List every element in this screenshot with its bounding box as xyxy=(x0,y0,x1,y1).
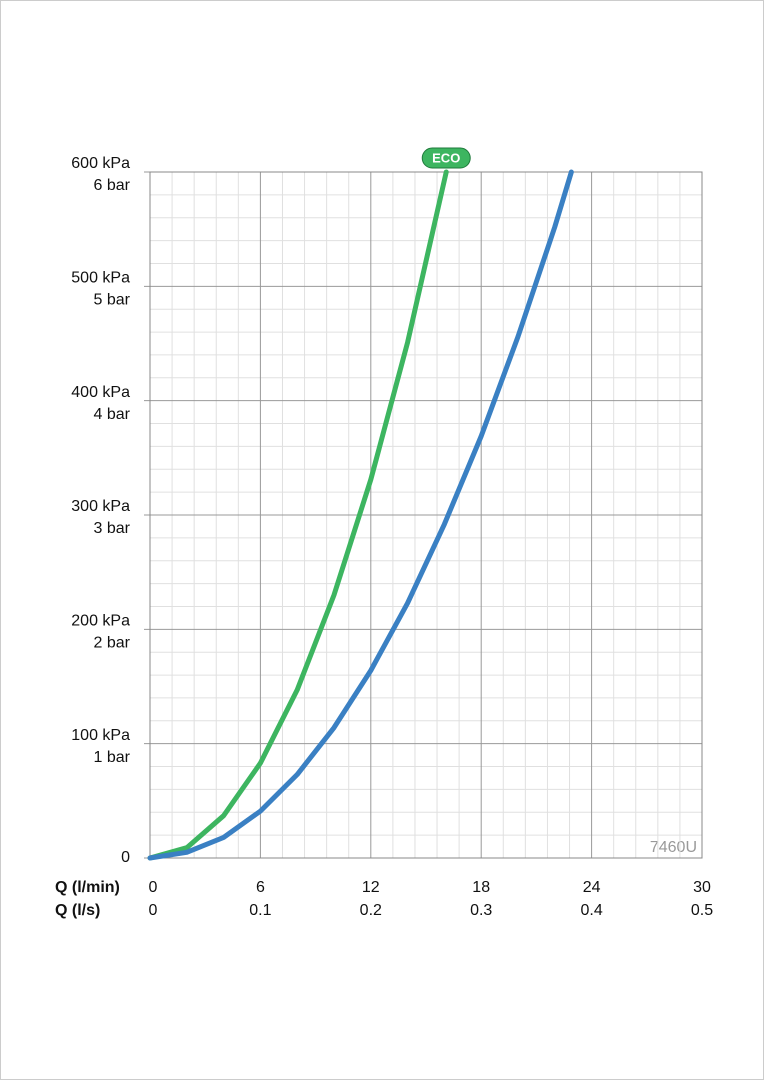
x-tick-label: 30 xyxy=(693,879,711,896)
y-tick-sublabel: 2 bar xyxy=(94,635,131,652)
x2-tick-label: 0.1 xyxy=(249,902,271,919)
x2-axis-label: Q (l/s) xyxy=(55,902,100,919)
x-axis-label: Q (l/min) xyxy=(55,879,120,896)
x-tick-label: 12 xyxy=(362,879,380,896)
line xyxy=(147,169,449,861)
x-tick-label: 6 xyxy=(256,879,265,896)
annotation: 7460U xyxy=(650,839,697,856)
line xyxy=(147,169,574,861)
y-tick-label: 200 kPa xyxy=(71,613,130,630)
x2-tick-label: 0.2 xyxy=(360,902,382,919)
x2-tick-label: 0 xyxy=(149,902,158,919)
y-tick-label: 600 kPa xyxy=(71,155,130,172)
x2-tick-label: 0.5 xyxy=(691,902,713,919)
x-tick-label: 18 xyxy=(472,879,490,896)
y-tick-sublabel: 5 bar xyxy=(94,292,131,309)
y-tick-label: 0 xyxy=(121,849,130,866)
y-tick-label: 100 kPa xyxy=(71,727,130,744)
plot-frame xyxy=(149,171,703,859)
grid xyxy=(144,171,703,859)
legend-badge xyxy=(421,147,471,169)
x-tick-label: 0 xyxy=(149,879,158,896)
x2-tick-label: 0.3 xyxy=(470,902,492,919)
x-tick-label: 24 xyxy=(583,879,601,896)
y-tick-sublabel: 1 bar xyxy=(94,749,131,766)
y-tick-label: 300 kPa xyxy=(71,498,130,515)
legend-label: ECO xyxy=(432,150,460,165)
y-tick-sublabel: 6 bar xyxy=(94,177,131,194)
y-tick-sublabel: 3 bar xyxy=(94,520,131,537)
y-tick-sublabel: 4 bar xyxy=(94,406,131,423)
y-tick-label: 400 kPa xyxy=(71,384,130,401)
x2-tick-label: 0.4 xyxy=(580,902,602,919)
y-tick-label: 500 kPa xyxy=(71,270,130,287)
